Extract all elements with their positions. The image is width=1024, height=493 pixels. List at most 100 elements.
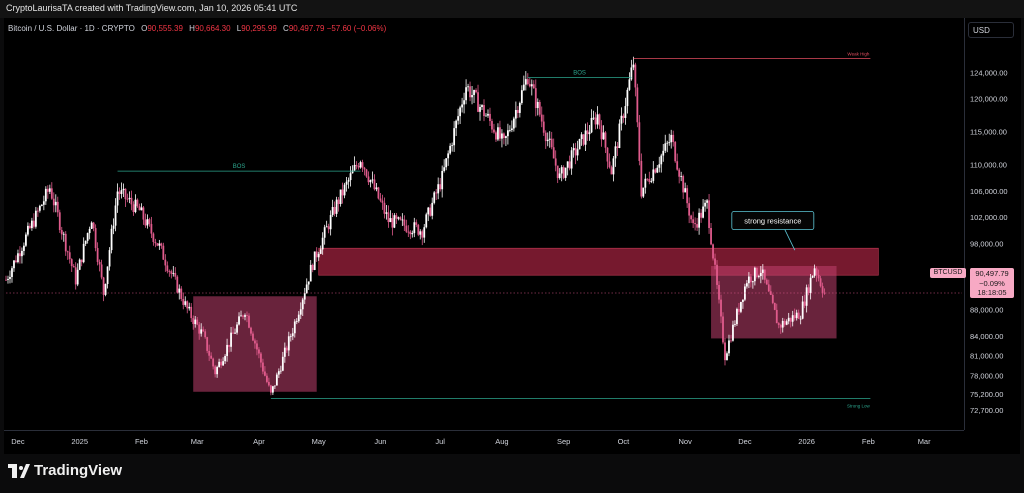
candle bbox=[32, 213, 35, 229]
candle bbox=[753, 266, 756, 286]
candle bbox=[594, 112, 597, 130]
candle-body bbox=[626, 89, 629, 107]
low-label: L bbox=[236, 24, 242, 33]
candle bbox=[813, 264, 816, 278]
candle bbox=[277, 368, 280, 378]
candle-body bbox=[465, 87, 467, 101]
candle-body bbox=[746, 283, 748, 287]
x-tick-label: Oct bbox=[618, 437, 631, 446]
y-tick-label: 98,000.00 bbox=[970, 240, 1003, 249]
candle-body bbox=[507, 130, 509, 137]
candle-body bbox=[178, 288, 181, 293]
candle-body bbox=[132, 204, 135, 213]
candle bbox=[475, 88, 477, 94]
candle bbox=[158, 239, 161, 250]
candle-body bbox=[112, 225, 115, 229]
candle bbox=[244, 313, 246, 321]
level-label: BOS bbox=[573, 71, 586, 77]
candle bbox=[144, 213, 147, 228]
candle bbox=[495, 130, 497, 142]
candle-body bbox=[230, 332, 232, 347]
candle bbox=[586, 122, 589, 141]
candle bbox=[154, 238, 157, 248]
candle-body bbox=[194, 319, 197, 325]
candle bbox=[178, 284, 181, 300]
candle-body bbox=[423, 227, 426, 238]
candle bbox=[232, 326, 234, 334]
candle-body bbox=[116, 191, 119, 206]
candle-body bbox=[70, 259, 73, 267]
candle-body bbox=[134, 199, 137, 213]
tradingview-logo[interactable]: TradingView bbox=[8, 462, 122, 479]
candle-body bbox=[363, 167, 366, 170]
candle bbox=[421, 229, 424, 246]
candle bbox=[238, 312, 240, 326]
candle bbox=[397, 216, 400, 221]
candle-body bbox=[393, 215, 396, 228]
candle-body bbox=[29, 225, 31, 229]
candle bbox=[815, 266, 818, 282]
candle-body bbox=[289, 336, 292, 338]
candle-body bbox=[303, 293, 306, 300]
candle bbox=[746, 280, 748, 289]
candle bbox=[309, 260, 312, 282]
candle-body bbox=[708, 200, 710, 229]
candle bbox=[200, 323, 203, 337]
candle-body bbox=[493, 129, 495, 133]
last-price: 90,497.79 bbox=[975, 269, 1009, 278]
candle bbox=[268, 377, 270, 387]
price-axis[interactable] bbox=[964, 18, 1021, 430]
candle bbox=[339, 189, 342, 207]
y-tick-label: 102,000.00 bbox=[970, 213, 1008, 222]
candle bbox=[636, 83, 639, 128]
candle-body bbox=[753, 267, 756, 282]
last-change: −0.09% bbox=[979, 278, 1005, 288]
candle-body bbox=[188, 306, 191, 309]
candle-body bbox=[86, 233, 89, 241]
candle bbox=[564, 167, 567, 181]
candle bbox=[514, 101, 517, 128]
candle-body bbox=[196, 319, 199, 325]
candle-body bbox=[361, 162, 364, 168]
candle bbox=[622, 113, 625, 123]
candle bbox=[516, 106, 519, 119]
candle-body bbox=[349, 173, 352, 181]
candle bbox=[805, 284, 808, 313]
candle bbox=[395, 212, 398, 224]
candle bbox=[100, 259, 103, 280]
candle-body bbox=[720, 299, 722, 317]
candle-body bbox=[811, 275, 814, 278]
candle-body bbox=[467, 86, 469, 88]
tradingview-mark-icon bbox=[8, 464, 30, 479]
candle-body bbox=[52, 198, 55, 206]
candle-body bbox=[162, 245, 165, 260]
candle bbox=[389, 210, 392, 223]
candle-body bbox=[305, 284, 308, 294]
chart-frame[interactable] bbox=[4, 18, 1020, 454]
candle-body bbox=[534, 88, 537, 109]
candle bbox=[160, 242, 163, 249]
candle-body bbox=[48, 188, 51, 192]
candle bbox=[156, 242, 159, 247]
candle-body bbox=[138, 206, 141, 211]
time-axis[interactable] bbox=[4, 430, 964, 455]
candle-body bbox=[379, 198, 382, 201]
candle-body bbox=[612, 158, 615, 175]
candle bbox=[369, 179, 372, 188]
candle-body bbox=[441, 170, 444, 190]
candle bbox=[439, 178, 442, 192]
candle bbox=[469, 81, 471, 102]
candle bbox=[54, 194, 57, 213]
candle-body bbox=[285, 347, 288, 351]
range-box bbox=[711, 265, 837, 339]
candle-body bbox=[198, 324, 201, 334]
candle bbox=[560, 165, 563, 182]
candle bbox=[628, 72, 631, 91]
candle bbox=[532, 80, 535, 89]
candle-body bbox=[208, 350, 211, 356]
candle-body bbox=[702, 206, 704, 218]
currency-button[interactable]: USD bbox=[968, 22, 1014, 38]
candle bbox=[25, 232, 27, 248]
candle bbox=[491, 118, 493, 133]
